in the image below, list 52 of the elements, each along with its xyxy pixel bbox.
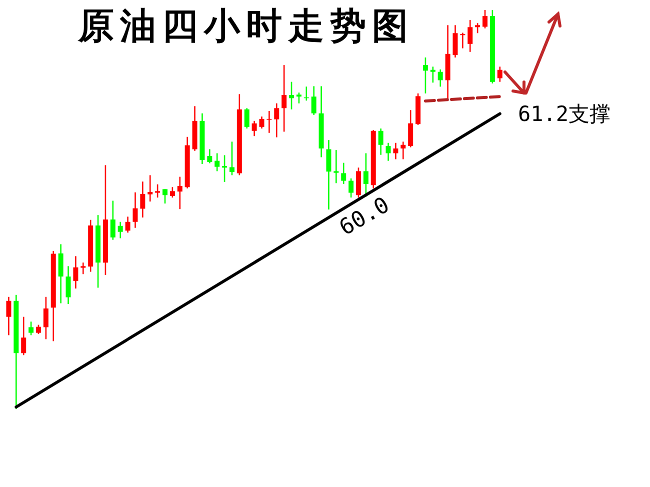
- candlestick: [356, 166, 361, 198]
- candlestick: [118, 221, 123, 239]
- candlestick: [400, 141, 406, 160]
- candlestick: [378, 128, 384, 156]
- candlestick: [296, 92, 302, 104]
- candlestick: [162, 188, 168, 204]
- candlestick: [155, 184, 160, 198]
- candlestick: [73, 256, 78, 290]
- candlestick: [140, 180, 146, 218]
- candlestick: [422, 56, 428, 94]
- candlestick: [28, 320, 34, 336]
- candlestick: [468, 19, 473, 53]
- candlestick: [274, 102, 280, 138]
- candlestick: [452, 24, 458, 58]
- candlestick: [289, 81, 294, 110]
- candlestick: [229, 141, 234, 176]
- candlestick: [6, 296, 12, 336]
- candlestick: [475, 22, 480, 34]
- annotation: 60.0: [336, 192, 394, 241]
- candlestick: [207, 148, 212, 164]
- chart-title: 原油四小时走势图: [78, 4, 414, 49]
- candlestick: [497, 66, 502, 82]
- candlestick: [244, 108, 250, 130]
- candlestick: [341, 162, 346, 185]
- text: 61.2支撑: [518, 101, 611, 128]
- candlestick: [386, 142, 391, 162]
- candlestick: [177, 176, 182, 210]
- candlestick: [326, 139, 332, 210]
- candlestick: [148, 174, 153, 202]
- candlestick: [36, 324, 41, 335]
- candlestick: [259, 116, 264, 130]
- candlestick: [311, 86, 316, 116]
- candlestick: [252, 120, 257, 137]
- candlestick: [80, 262, 86, 275]
- candlestick: [222, 154, 228, 183]
- candlestick: [214, 152, 220, 172]
- candlestick: [170, 186, 175, 198]
- candlestick: [334, 149, 339, 184]
- candlestick: [110, 200, 116, 240]
- candlestick: [21, 316, 26, 356]
- candlestick: [282, 64, 287, 132]
- candlestick: [430, 66, 436, 84]
- candlestick: [348, 178, 354, 198]
- candlestick: [408, 110, 414, 148]
- candlestick: [482, 9, 488, 30]
- candlestick: [393, 142, 398, 160]
- candlestick: [132, 192, 138, 229]
- candlestick: [125, 216, 130, 234]
- candlestick: [438, 68, 443, 88]
- candlestick: [58, 244, 64, 304]
- candlestick: [66, 266, 71, 305]
- candlestick: [43, 296, 48, 340]
